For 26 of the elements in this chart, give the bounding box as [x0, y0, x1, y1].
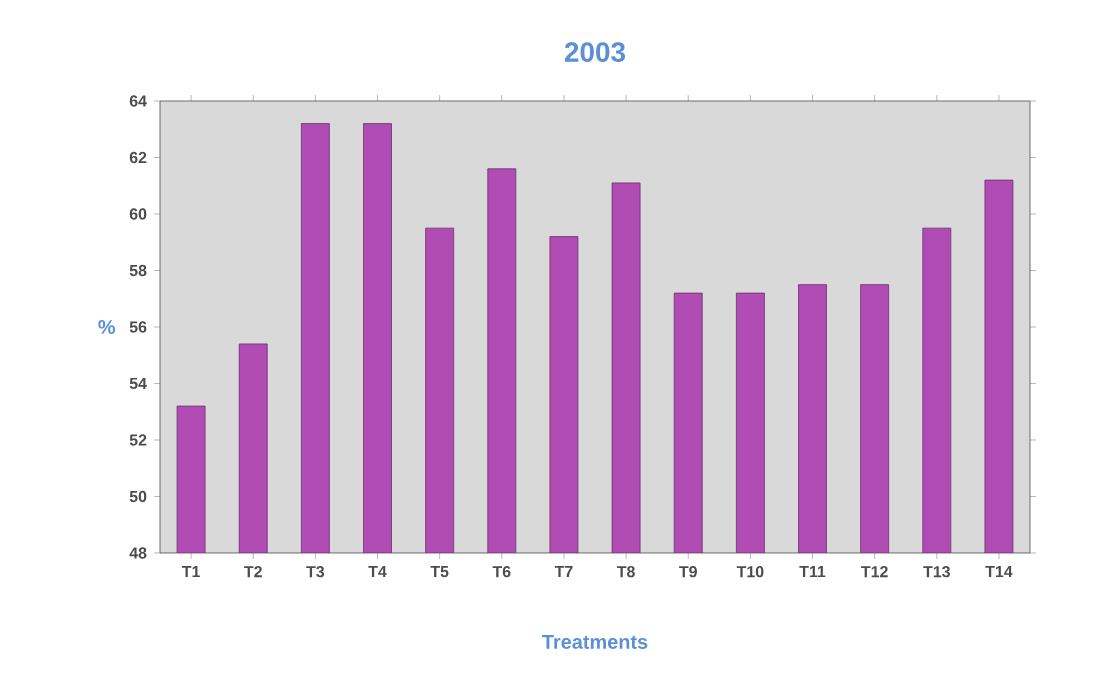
x-tick-label: T2	[244, 566, 262, 578]
x-tick-label: T4	[368, 566, 387, 578]
x-tick-label: T3	[306, 566, 325, 578]
x-tick-label: T8	[616, 566, 635, 578]
x-tick-label: T14	[985, 566, 1013, 578]
y-tick-label: 62	[129, 151, 147, 164]
y-tick-label: 54	[129, 377, 147, 390]
x-tick-label: T11	[799, 566, 826, 578]
x-tick-label: T6	[492, 566, 511, 578]
x-tick-label: T1	[181, 566, 200, 578]
y-tick-label: 58	[129, 264, 147, 277]
x-axis-title: Treatments	[542, 635, 648, 649]
x-tick-label: T13	[923, 566, 950, 578]
y-axis-title: %	[98, 319, 116, 335]
y-tick-label: 48	[129, 547, 147, 559]
x-tick-label: T7	[554, 566, 573, 578]
x-tick-label: T12	[861, 566, 888, 578]
y-tick-label: 64	[129, 95, 147, 107]
y-tick-label: 60	[129, 208, 147, 220]
x-tick-label: T5	[430, 566, 449, 578]
y-tick-label: 56	[129, 321, 147, 333]
chart-title: 2003	[564, 42, 626, 62]
y-tick-label: 50	[129, 490, 147, 503]
y-tick-label: 52	[129, 434, 147, 446]
x-tick-label: T10	[736, 566, 764, 578]
x-tick-label: T9	[679, 566, 697, 578]
